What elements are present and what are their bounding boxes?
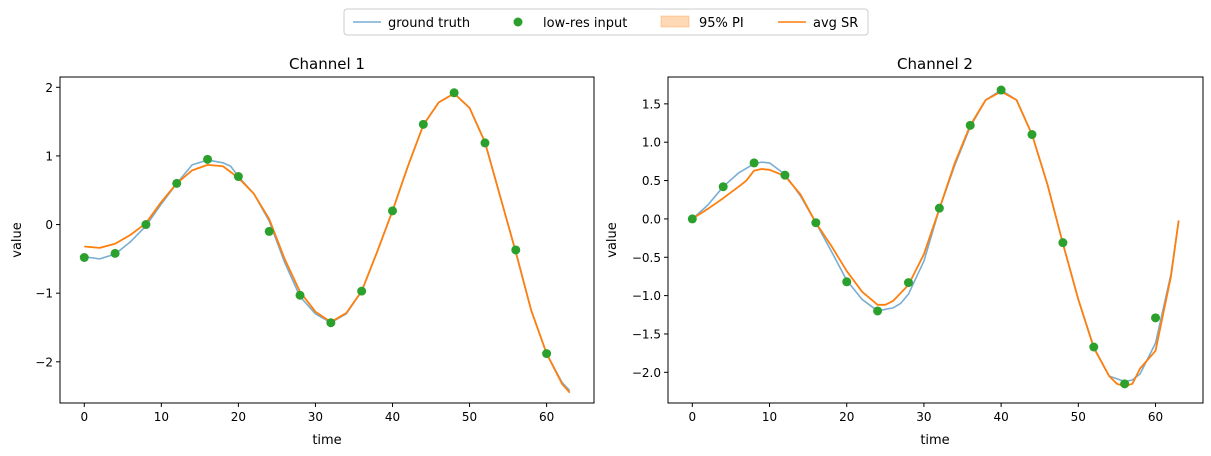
x-axis-label: time [312, 433, 341, 448]
low-res-input-point [418, 119, 428, 129]
low-res-input-point [1058, 238, 1068, 248]
legend: ground truth low-res input 95% PI avg SR [343, 8, 869, 36]
chart-channel-1: Channel 1 0 10 20 30 40 50 60 −2 −1 0 1 2 time val… [10, 55, 595, 448]
low-res-input-point [811, 218, 821, 228]
low-res-input-point [295, 290, 305, 300]
y-axis: −2 −1 0 1 2 [35, 81, 60, 369]
low-res-input-point [1120, 379, 1130, 389]
x-tick-label: 10 [762, 410, 777, 424]
low-res-input-point [388, 206, 397, 216]
y-tick-label: −0.5 [632, 251, 661, 265]
legend-ground-truth-label: ground truth [388, 16, 470, 31]
low-res-input-point [965, 120, 975, 130]
x-tick-label: 30 [308, 410, 323, 424]
low-res-input-point [110, 248, 120, 258]
low-res-input-point [842, 277, 852, 287]
legend-pi-swatch [660, 15, 690, 28]
y-axis-label: value [605, 222, 620, 258]
x-tick-label: 40 [993, 410, 1008, 424]
low-res-input-point [480, 138, 490, 148]
x-axis-label: time [920, 433, 949, 448]
plot-area [79, 88, 571, 394]
low-res-input-point [511, 245, 521, 255]
series-95-pi-band [692, 90, 1179, 387]
y-tick-label: −1.0 [632, 289, 661, 303]
y-tick-label: 1.0 [642, 136, 661, 150]
low-res-input-point [996, 85, 1006, 95]
low-res-input-point [203, 154, 213, 164]
low-res-input-point [79, 253, 89, 262]
y-tick-label: 0.5 [642, 174, 661, 188]
low-res-input-point [357, 286, 367, 296]
x-tick-label: 50 [1071, 410, 1086, 424]
legend-pi-label: 95% PI [699, 16, 744, 31]
x-tick-label: 50 [462, 410, 477, 424]
series-avg-sr-line [84, 92, 571, 394]
x-tick-label: 20 [839, 410, 854, 424]
low-res-input-point [141, 220, 151, 230]
low-res-input-point [233, 172, 243, 182]
x-tick-label: 60 [539, 410, 554, 424]
y-tick-label: 0.0 [642, 212, 661, 226]
low-res-input-point [449, 88, 459, 98]
low-res-input-point [687, 214, 697, 224]
y-tick-label: 2 [45, 81, 53, 95]
x-axis: 0 10 20 30 40 50 60 [688, 403, 1163, 424]
series-avg-sr-line [691, 90, 1180, 388]
series-95-pi-band [84, 92, 570, 394]
y-axis: −2.0 −1.5 −1.0 −0.5 0.0 0.5 1.0 1.5 [632, 97, 668, 380]
x-tick-label: 60 [1148, 410, 1163, 424]
low-res-input-point [542, 349, 552, 359]
legend-avg-sr-label: avg SR [813, 16, 858, 31]
y-tick-label: −2 [35, 355, 53, 369]
x-axis: 0 10 20 30 40 50 60 [80, 403, 554, 424]
axes-frame [667, 76, 1204, 404]
x-tick-label: 30 [916, 410, 931, 424]
y-tick-label: 1 [45, 149, 53, 163]
axes-frame [59, 76, 595, 404]
legend-frame [343, 8, 869, 36]
y-tick-label: −2.0 [632, 366, 661, 380]
low-res-input-point [264, 226, 274, 236]
low-res-input-point [1089, 342, 1099, 352]
plot-area [687, 85, 1180, 389]
low-res-input-point [1151, 313, 1161, 323]
y-axis-label: value [10, 222, 25, 258]
low-res-input-point [1027, 130, 1037, 140]
low-res-input-point [903, 278, 913, 288]
legend-low-res-input-swatch [513, 17, 523, 27]
chart-channel-2: Channel 2 0 10 20 30 40 50 60 −2.0 −1.5 −1.0 −0.5… [605, 55, 1204, 448]
y-tick-label: −1 [35, 287, 53, 301]
y-tick-label: 1.5 [642, 97, 661, 111]
chart-title: Channel 1 [289, 55, 365, 73]
low-res-input-point [934, 203, 944, 213]
low-res-input-point [873, 306, 883, 316]
low-res-input-point [749, 158, 759, 168]
y-tick-label: −1.5 [632, 327, 661, 341]
low-res-input-point [718, 182, 728, 192]
chart-title: Channel 2 [897, 55, 973, 73]
x-tick-label: 0 [688, 410, 696, 424]
series-ground-truth-line [84, 92, 571, 392]
legend-low-res-input-label: low-res input [543, 16, 627, 31]
low-res-input-point [780, 170, 790, 180]
low-res-input-point [326, 318, 336, 328]
y-tick-label: 0 [45, 218, 53, 232]
low-res-input-point [172, 178, 182, 188]
x-tick-label: 0 [80, 410, 88, 424]
x-tick-label: 40 [385, 410, 400, 424]
x-tick-label: 10 [154, 410, 169, 424]
series-ground-truth-line [691, 89, 1180, 383]
x-tick-label: 20 [231, 410, 246, 424]
